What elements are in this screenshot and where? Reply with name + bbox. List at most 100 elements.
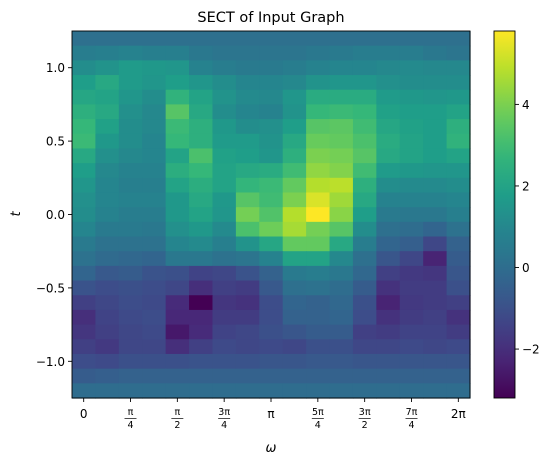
- heatmap-cell: [352, 324, 377, 340]
- heatmap-cell: [329, 383, 354, 399]
- heatmap-cell: [235, 251, 260, 267]
- heatmap-cell: [423, 353, 448, 370]
- heatmap-cell: [446, 280, 471, 296]
- heatmap-cell: [118, 45, 143, 61]
- heatmap-cell: [235, 236, 260, 252]
- heatmap-cell: [446, 133, 471, 150]
- heatmap-cell: [376, 89, 401, 105]
- heatmap-cell: [212, 383, 237, 399]
- heatmap-cell: [329, 177, 354, 194]
- heatmap-cell: [142, 104, 167, 120]
- heatmap-cell: [306, 119, 331, 135]
- heatmap-cell: [306, 265, 331, 282]
- heatmap-cell: [282, 104, 307, 120]
- heatmap-cell: [282, 207, 307, 223]
- colorbar-tick-label: 0: [522, 261, 530, 275]
- heatmap-cell: [212, 177, 237, 194]
- heatmap-cell: [423, 177, 448, 194]
- heatmap-cell: [399, 104, 424, 120]
- x-tick-label-denominator: 4: [408, 420, 414, 431]
- heatmap-cell: [282, 192, 307, 208]
- heatmap-cell: [72, 324, 97, 340]
- heatmap-cell: [235, 31, 260, 47]
- heatmap-cell: [282, 368, 307, 384]
- heatmap-cell: [446, 353, 471, 370]
- heatmap-cell: [446, 75, 471, 91]
- heatmap-cell: [399, 383, 424, 399]
- heatmap-cell: [399, 324, 424, 340]
- heatmap-cell: [423, 280, 448, 296]
- heatmap-cell: [329, 163, 354, 179]
- heatmap-cell: [423, 251, 448, 267]
- heatmap-cell: [259, 339, 284, 355]
- heatmap-cell: [165, 163, 190, 179]
- heatmap-cell: [142, 309, 167, 326]
- heatmap-cell: [189, 265, 214, 282]
- heatmap-cell: [282, 119, 307, 135]
- heatmap-cell: [423, 31, 448, 47]
- heatmap-cell: [72, 280, 97, 296]
- heatmap-cell: [329, 324, 354, 340]
- heatmap-cell: [259, 177, 284, 194]
- heatmap-cell: [118, 339, 143, 355]
- heatmap-cell: [259, 383, 284, 399]
- heatmap-cell: [329, 133, 354, 150]
- heatmap-cell: [423, 265, 448, 282]
- heatmap-cell: [376, 309, 401, 326]
- heatmap-cell: [399, 251, 424, 267]
- heatmap-cell: [282, 324, 307, 340]
- heatmap-cell: [259, 192, 284, 208]
- heatmap-cell: [189, 383, 214, 399]
- heatmap-cell: [189, 353, 214, 370]
- heatmap-cell: [95, 119, 120, 135]
- heatmap-cell: [259, 45, 284, 61]
- heatmap-cell: [446, 89, 471, 105]
- heatmap-cell: [329, 192, 354, 208]
- heatmap-cell: [142, 207, 167, 223]
- y-axis: 1.0 0.5 0.0 −0.5 −1.0: [36, 61, 72, 369]
- heatmap-cell: [423, 133, 448, 150]
- heatmap-cell: [142, 265, 167, 282]
- y-tick-label: 1.0: [46, 61, 65, 75]
- heatmap-cell: [189, 177, 214, 194]
- heatmap-cell: [118, 221, 143, 238]
- heatmap-cell: [118, 236, 143, 252]
- heatmap-cell: [306, 31, 331, 47]
- heatmap-cell: [329, 119, 354, 135]
- heatmap-cell: [189, 207, 214, 223]
- x-axis-label: ω: [266, 441, 277, 456]
- heatmap-cell: [259, 60, 284, 76]
- y-axis-label: t: [9, 211, 24, 217]
- heatmap-cell: [165, 31, 190, 47]
- heatmap-cell: [352, 353, 377, 370]
- colorbar: [494, 31, 515, 398]
- heatmap-cell: [282, 265, 307, 282]
- x-tick-label-denominator: 2: [174, 420, 180, 431]
- heatmap-cell: [352, 251, 377, 267]
- heatmap-cell: [189, 309, 214, 326]
- heatmap-cell: [142, 353, 167, 370]
- heatmap-cell: [306, 221, 331, 238]
- heatmap-cell: [212, 163, 237, 179]
- heatmap-cell: [259, 251, 284, 267]
- heatmap-cell: [95, 133, 120, 150]
- heatmap-cell: [399, 148, 424, 164]
- heatmap-cell: [72, 31, 97, 47]
- heatmap-cell: [212, 104, 237, 120]
- heatmap-cell: [306, 383, 331, 399]
- heatmap-cell: [142, 45, 167, 61]
- heatmap-cell: [399, 133, 424, 150]
- heatmap-cell: [235, 383, 260, 399]
- heatmap-cell: [352, 309, 377, 326]
- heatmap-cell: [282, 75, 307, 91]
- heatmap-cell: [235, 207, 260, 223]
- heatmap-cell: [95, 265, 120, 282]
- heatmap-cell: [72, 368, 97, 384]
- heatmap-cell: [212, 45, 237, 61]
- heatmap-cell: [306, 280, 331, 296]
- heatmap-cell: [259, 236, 284, 252]
- heatmap-cell: [189, 236, 214, 252]
- heatmap-cell: [189, 324, 214, 340]
- heatmap-cell: [423, 60, 448, 76]
- heatmap-cell: [259, 295, 284, 311]
